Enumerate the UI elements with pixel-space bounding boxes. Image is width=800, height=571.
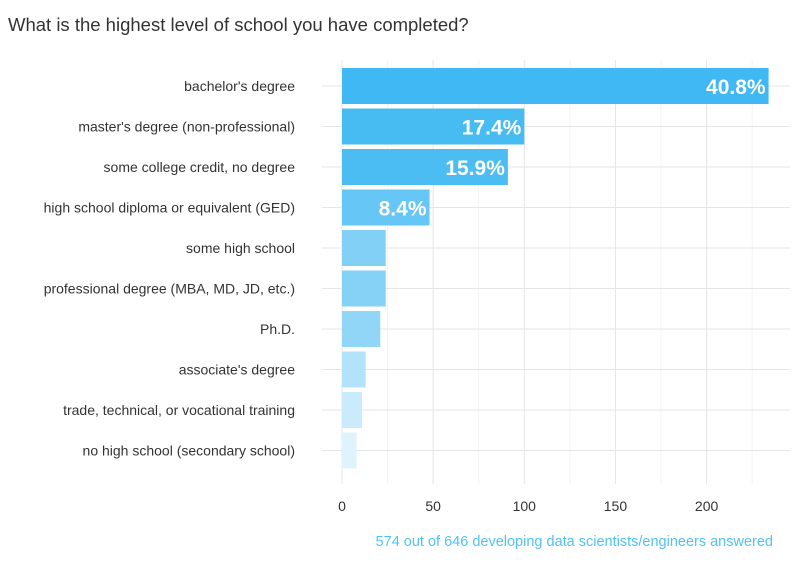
category-label: no high school (secondary school) — [83, 443, 295, 459]
category-label: master's degree (non-professional) — [78, 119, 295, 135]
bar — [342, 392, 363, 428]
category-label: some high school — [186, 240, 295, 256]
x-axis-ticks: 0 50 100 150 200 — [338, 498, 718, 514]
category-label: professional degree (MBA, MD, JD, etc.) — [44, 281, 295, 297]
category-labels: bachelor's degree master's degree (non-pr… — [44, 78, 296, 459]
bar — [342, 230, 386, 266]
data-labels: 40.8% 17.4% 15.9% 8.4% — [379, 76, 766, 221]
bar — [342, 149, 508, 185]
category-label: bachelor's degree — [184, 78, 295, 94]
bar — [342, 68, 769, 104]
bar — [342, 270, 386, 307]
x-tick-label: 0 — [338, 498, 346, 514]
bar — [342, 189, 430, 226]
data-label: 15.9% — [445, 157, 505, 180]
category-label: trade, technical, or vocational training — [63, 402, 295, 418]
category-label: associate's degree — [179, 362, 296, 378]
bars — [342, 68, 769, 469]
x-tick-label: 150 — [604, 498, 628, 514]
chart-caption: 574 out of 646 developing data scientist… — [375, 534, 773, 550]
chart-title: What is the highest level of school you … — [8, 14, 469, 35]
x-tick-label: 50 — [425, 498, 441, 514]
x-tick-label: 100 — [513, 498, 537, 514]
category-label: high school diploma or equivalent (GED) — [44, 200, 295, 216]
x-tick-label: 200 — [695, 498, 719, 514]
data-label: 8.4% — [379, 198, 427, 221]
bar — [342, 432, 357, 469]
category-label: Ph.D. — [260, 321, 295, 337]
bar — [342, 108, 525, 145]
bar — [342, 351, 366, 388]
data-label: 40.8% — [706, 76, 766, 99]
category-label: some college credit, no degree — [104, 159, 296, 175]
bar — [342, 311, 381, 347]
data-label: 17.4% — [462, 117, 522, 140]
